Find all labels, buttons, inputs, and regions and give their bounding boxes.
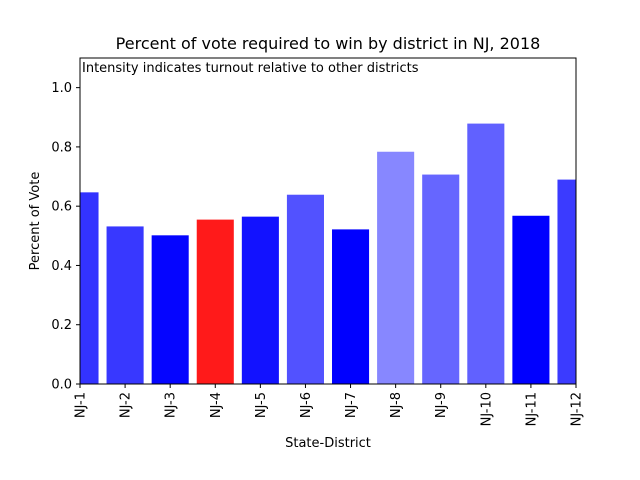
x-tick-label: NJ-8 <box>389 392 404 418</box>
y-tick-label: 0.6 <box>51 200 72 215</box>
y-tick-label: 0.4 <box>51 259 72 274</box>
x-tick-label: NJ-3 <box>164 392 179 418</box>
x-axis-title: State-District <box>285 436 371 451</box>
bar-nj-1 <box>79 192 99 385</box>
bar-nj-3 <box>151 235 189 385</box>
x-tick-label: NJ-6 <box>299 392 314 418</box>
x-tick-label: NJ-2 <box>119 392 134 418</box>
bar-nj-12 <box>557 179 577 385</box>
y-tick-label: 0.2 <box>51 318 72 333</box>
y-tick-label: 0.8 <box>51 140 72 155</box>
y-tick-label: 1.0 <box>51 81 72 96</box>
bar-nj-10 <box>467 123 505 385</box>
bar-nj-8 <box>377 151 415 385</box>
bar-nj-6 <box>286 194 324 385</box>
bar-nj-2 <box>106 226 144 385</box>
bars-group <box>79 123 577 385</box>
x-tick-label: NJ-7 <box>344 392 359 418</box>
x-axis: NJ-1 NJ-2 NJ-3 NJ-4 NJ-5 NJ-6 NJ-7 NJ-8 NJ-9 NJ-1… <box>74 384 585 426</box>
bar-nj-5 <box>241 216 279 385</box>
bar-nj-4 <box>196 219 234 385</box>
bar-nj-9 <box>422 174 460 385</box>
x-tick-label: NJ-10 <box>479 392 494 426</box>
x-tick-label: NJ-11 <box>524 392 539 426</box>
y-tick-label: 0.0 <box>51 378 72 393</box>
bar-nj-7 <box>332 229 370 385</box>
x-tick-label: NJ-4 <box>209 392 224 418</box>
y-axis: 0.0 0.2 0.4 0.6 0.8 1.0 <box>51 81 80 393</box>
x-tick-label: NJ-1 <box>74 392 89 418</box>
x-tick-label: NJ-5 <box>254 392 269 418</box>
chart-title: Percent of vote required to win by distr… <box>116 34 541 53</box>
chart-annotation: Intensity indicates turnout relative to … <box>82 61 419 76</box>
bar-nj-11 <box>512 215 550 385</box>
x-tick-label: NJ-12 <box>570 392 585 426</box>
x-tick-label: NJ-9 <box>434 392 449 418</box>
plot-frame <box>79 57 577 385</box>
y-axis-title: Percent of Vote <box>28 172 43 271</box>
